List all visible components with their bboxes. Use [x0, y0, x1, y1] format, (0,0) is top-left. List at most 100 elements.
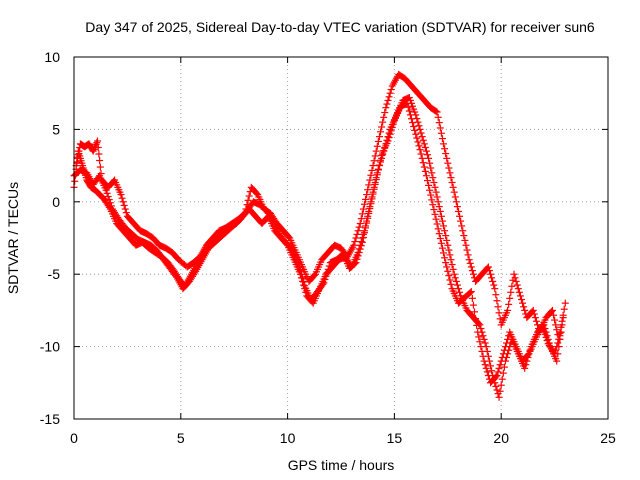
data-point-marker: [436, 234, 444, 242]
data-point-marker: [89, 147, 97, 155]
data-point-marker: [412, 130, 420, 138]
data-point-marker: [119, 198, 127, 206]
data-point-marker: [360, 229, 368, 237]
data-point-marker: [454, 285, 462, 293]
data-point-marker: [479, 352, 487, 360]
data-point-marker: [352, 259, 360, 267]
data-point-marker: [456, 288, 464, 296]
data-point-marker: [478, 347, 486, 355]
data-point-marker: [404, 103, 412, 111]
data-point-marker: [372, 147, 380, 155]
data-point-marker: [413, 134, 421, 142]
data-point-marker: [371, 152, 379, 160]
data-point-marker: [432, 107, 440, 115]
data-point-marker: [560, 305, 568, 313]
data-point-marker: [473, 321, 481, 329]
data-point-marker: [381, 109, 389, 117]
data-point-marker: [452, 198, 460, 206]
y-tick-label: -10: [40, 339, 60, 355]
data-point-marker: [510, 270, 518, 278]
data-point-marker: [377, 128, 385, 136]
data-point-marker: [434, 225, 442, 233]
data-point-marker: [297, 270, 305, 278]
data-point-marker: [467, 288, 475, 296]
data-point-marker: [434, 198, 442, 206]
data-point-marker: [96, 157, 104, 165]
data-point-marker: [373, 142, 381, 150]
data-point-marker: [438, 135, 446, 143]
data-point-marker: [506, 294, 514, 302]
data-point-marker: [107, 202, 115, 210]
data-point-marker: [480, 357, 488, 365]
data-point-marker: [472, 315, 480, 323]
data-point-marker: [541, 330, 549, 338]
data-point-marker: [430, 178, 438, 186]
data-point-marker: [437, 212, 445, 220]
data-point-marker: [551, 350, 559, 358]
data-point-marker: [355, 223, 363, 231]
data-point-marker: [268, 214, 276, 222]
data-point-marker: [434, 113, 442, 121]
data-point-marker: [372, 176, 380, 184]
data-point-marker: [379, 118, 387, 126]
y-tick-label: -15: [40, 411, 60, 427]
data-point-marker: [118, 194, 126, 202]
data-point-marker: [520, 303, 528, 311]
data-point-marker: [433, 220, 441, 228]
data-point-marker: [484, 372, 492, 380]
data-point-marker: [437, 129, 445, 137]
data-point-marker: [120, 201, 128, 209]
data-point-marker: [543, 337, 551, 345]
data-point-marker: [450, 270, 458, 278]
data-point-marker: [421, 167, 429, 175]
data-point-marker: [444, 267, 452, 275]
data-point-marker: [521, 306, 529, 314]
data-point-marker: [492, 382, 500, 390]
data-point-marker: [489, 277, 497, 285]
data-point-marker: [427, 164, 435, 172]
data-point-marker: [405, 107, 413, 115]
y-tick-label: 10: [44, 49, 60, 65]
data-point-marker: [479, 332, 487, 340]
data-point-marker: [357, 215, 365, 223]
data-point-marker: [447, 256, 455, 264]
data-point-marker: [374, 137, 382, 145]
data-point-marker: [352, 234, 360, 242]
data-point-marker: [74, 154, 82, 162]
y-tick-label: 0: [52, 194, 60, 210]
data-point-marker: [428, 196, 436, 204]
data-point-marker: [449, 265, 457, 273]
data-point-marker: [122, 209, 130, 217]
data-point-marker: [538, 321, 546, 329]
data-point-marker: [407, 115, 415, 123]
data-point-marker: [451, 274, 459, 282]
x-tick-label: 15: [387, 430, 403, 446]
data-point-marker: [442, 232, 450, 240]
data-point-marker: [319, 280, 327, 288]
data-point-marker: [495, 393, 503, 401]
data-point-marker: [471, 308, 478, 316]
data-point-marker: [499, 350, 507, 358]
data-point-marker: [441, 145, 449, 153]
data-point-marker: [512, 277, 520, 285]
data-point-marker: [469, 301, 477, 309]
data-point-marker: [450, 188, 458, 196]
data-point-marker: [419, 159, 427, 167]
data-point-marker: [370, 185, 378, 193]
data-point-marker: [492, 373, 500, 381]
data-point-marker: [553, 343, 561, 351]
data-point-marker: [500, 346, 508, 354]
data-point-marker: [468, 267, 476, 275]
data-point-marker: [454, 207, 462, 215]
data-point-marker: [532, 317, 540, 325]
data-point-marker: [367, 200, 375, 208]
data-point-marker: [353, 255, 361, 263]
data-point-marker: [417, 150, 425, 158]
data-point-marker: [446, 276, 454, 284]
data-point-marker: [508, 282, 516, 290]
data-point-marker: [495, 309, 503, 317]
data-point-marker: [105, 196, 113, 204]
data-point-marker: [459, 227, 467, 235]
data-point-marker: [383, 100, 391, 108]
